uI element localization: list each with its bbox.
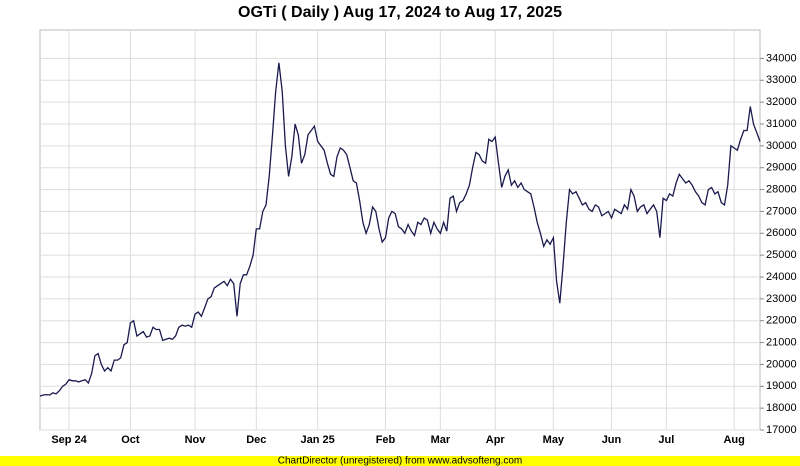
credit-bar xyxy=(0,456,800,466)
x-tick-label: Jun xyxy=(602,434,622,446)
y-tick-label: 17000 xyxy=(766,424,797,436)
y-tick-label: 18000 xyxy=(766,402,797,414)
x-tick-label: Oct xyxy=(121,434,140,446)
y-tick-label: 19000 xyxy=(766,380,797,392)
y-tick-label: 28000 xyxy=(766,183,797,195)
y-tick-label: 25000 xyxy=(766,249,797,261)
y-tick-label: 31000 xyxy=(766,118,797,130)
y-tick-label: 30000 xyxy=(766,140,797,152)
x-tick-label: Nov xyxy=(185,434,207,446)
y-tick-label: 21000 xyxy=(766,336,797,348)
y-tick-label: 23000 xyxy=(766,293,797,305)
y-tick-label: 34000 xyxy=(766,52,797,64)
y-tick-label: 24000 xyxy=(766,271,797,283)
x-tick-label: Aug xyxy=(723,434,744,446)
y-tick-label: 26000 xyxy=(766,227,797,239)
x-tick-label: Jan 25 xyxy=(301,434,335,446)
x-tick-label: Sep 24 xyxy=(51,434,87,446)
x-tick-label: Apr xyxy=(486,434,506,446)
y-tick-label: 22000 xyxy=(766,315,797,327)
y-tick-label: 29000 xyxy=(766,162,797,174)
x-tick-label: Jul xyxy=(658,434,674,446)
x-tick-label: Feb xyxy=(376,434,396,446)
y-tick-label: 20000 xyxy=(766,358,797,370)
x-tick-label: Dec xyxy=(246,434,266,446)
y-tick-label: 32000 xyxy=(766,96,797,108)
y-tick-label: 27000 xyxy=(766,205,797,217)
x-tick-label: Mar xyxy=(431,434,451,446)
chart-title: OGTi ( Daily ) Aug 17, 2024 to Aug 17, 2… xyxy=(238,4,562,21)
plot-area xyxy=(39,29,761,431)
credit: ChartDirector (unregistered) from www.ad… xyxy=(278,456,523,466)
y-tick-label: 33000 xyxy=(766,74,797,86)
x-tick-label: May xyxy=(543,434,565,446)
price-line xyxy=(39,62,761,397)
